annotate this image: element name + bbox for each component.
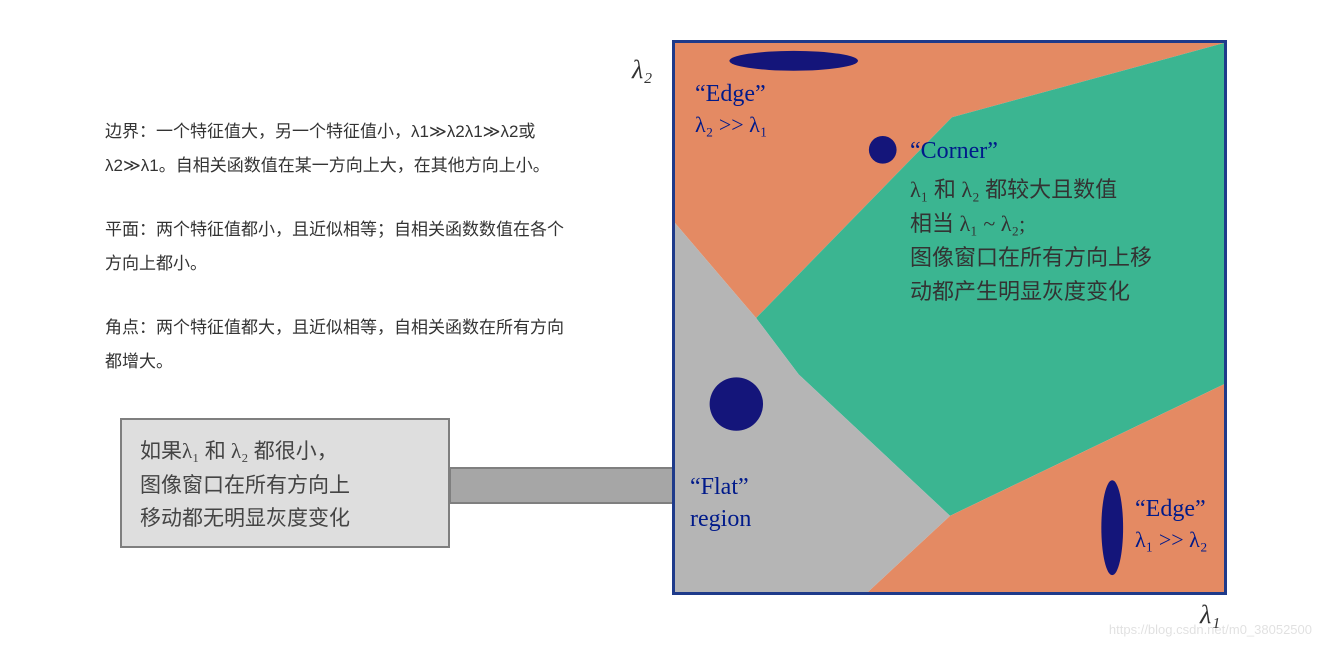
- ellipse-edge-top: [729, 51, 858, 71]
- label-corner: “Corner”: [910, 135, 1220, 167]
- corner-title: “Corner”: [910, 135, 1220, 167]
- ellipse-flat: [710, 377, 763, 430]
- corner-line4: 动都产生明显灰度变化: [910, 275, 1220, 309]
- watermark: https://blog.csdn.net/m0_38052500: [1109, 622, 1312, 637]
- callout-line1: 如果λ₁ 和 λ₂ 都很小，: [140, 435, 430, 469]
- label-edge-right: “Edge” λ₁ >> λ₂: [1135, 493, 1208, 555]
- corner-line3: 图像窗口在所有方向上移: [910, 241, 1220, 275]
- label-corner-desc: λ₁ 和 λ₂ 都较大且数值 相当 λ₁ ~ λ₂; 图像窗口在所有方向上移 动…: [910, 173, 1220, 309]
- callout-line2: 图像窗口在所有方向上: [140, 469, 430, 503]
- label-edge-top: “Edge” λ₂ >> λ₁: [695, 78, 768, 140]
- ellipse-edge-right: [1101, 480, 1123, 575]
- left-text-block: 边界：一个特征值大，另一个特征值小，λ1≫λ2λ1≫λ2或λ2≫λ1。自相关函数…: [105, 115, 575, 409]
- para-flat: 平面：两个特征值都小，且近似相等；自相关函数数值在各个方向上都小。: [105, 213, 575, 281]
- edge-right-title: “Edge”: [1135, 493, 1208, 525]
- corner-line2: 相当 λ₁ ~ λ₂;: [910, 207, 1220, 241]
- para-edge: 边界：一个特征值大，另一个特征值小，λ1≫λ2λ1≫λ2或λ2≫λ1。自相关函数…: [105, 115, 575, 183]
- axis-y-label: λ₂: [632, 55, 652, 85]
- ellipse-corner-dot: [869, 136, 897, 164]
- label-flat: “Flat” region: [690, 471, 751, 536]
- corner-line1: λ₁ 和 λ₂ 都较大且数值: [910, 173, 1220, 207]
- edge-top-formula: λ₂ >> λ₁: [695, 110, 768, 140]
- flat-title: “Flat”: [690, 471, 751, 503]
- edge-right-formula: λ₁ >> λ₂: [1135, 525, 1208, 555]
- eigenvalue-diagram: “Edge” λ₂ >> λ₁ “Corner” λ₁ 和 λ₂ 都较大且数值 …: [672, 40, 1227, 595]
- flat-sub: region: [690, 503, 751, 535]
- edge-top-title: “Edge”: [695, 78, 768, 110]
- para-corner: 角点：两个特征值都大，且近似相等，自相关函数在所有方向都增大。: [105, 311, 575, 379]
- callout: 如果λ₁ 和 λ₂ 都很小， 图像窗口在所有方向上 移动都无明显灰度变化: [120, 418, 680, 558]
- callout-line3: 移动都无明显灰度变化: [140, 502, 430, 536]
- callout-box: 如果λ₁ 和 λ₂ 都很小， 图像窗口在所有方向上 移动都无明显灰度变化: [120, 418, 450, 548]
